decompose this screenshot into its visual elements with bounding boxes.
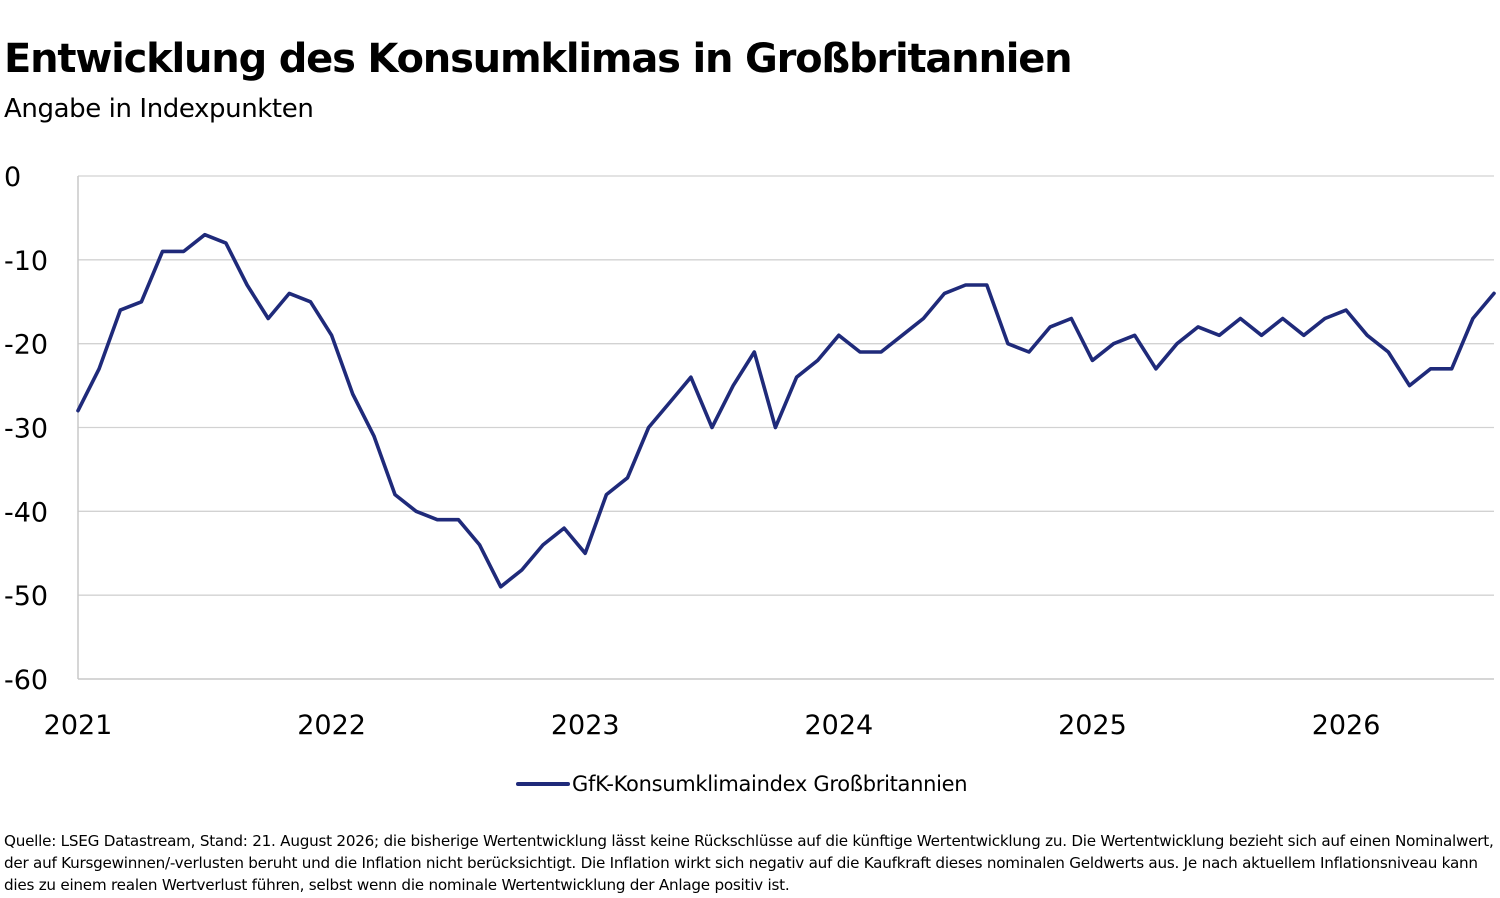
page-title: Entwicklung des Konsumklimas in Großbrit… (4, 36, 1073, 82)
x-tick-label: 2022 (297, 710, 366, 741)
gridlines (78, 175, 1494, 596)
x-tick-label: 2024 (804, 710, 873, 741)
y-tick-label: -10 (4, 246, 48, 277)
legend-label: GfK-Konsumklimaindex Großbritannien (572, 772, 968, 796)
source-footnote: Quelle: LSEG Datastream, Stand: 21. Augu… (4, 832, 1494, 894)
y-tick-label: 0 (4, 162, 21, 193)
x-tick-labels: 2021 2022 2023 2024 2025 2026 (44, 710, 1381, 741)
legend-swatch (516, 782, 570, 786)
x-tick-label: 2026 (1312, 710, 1381, 741)
x-tick-label: 2021 (44, 710, 113, 741)
legend: GfK-Konsumklimaindex Großbritannien (516, 772, 968, 796)
y-tick-label: -20 (4, 330, 48, 361)
y-tick-label: -50 (4, 581, 48, 612)
line-chart: 0 -10 -20 -30 -40 -50 -60 2021 2022 2023 2024 2025… (4, 162, 1496, 741)
y-tick-label: -60 (4, 665, 48, 696)
series-line (76, 232, 1496, 589)
y-tick-labels: 0 -10 -20 -30 -40 -50 -60 (4, 162, 48, 696)
y-tick-label: -40 (4, 497, 48, 528)
x-tick-label: 2023 (551, 710, 620, 741)
x-tick-label: 2025 (1058, 710, 1127, 741)
series-layer (76, 232, 1496, 589)
y-tick-label: -30 (4, 414, 48, 445)
axes (77, 176, 1494, 680)
page-subtitle: Angabe in Indexpunkten (4, 94, 314, 124)
